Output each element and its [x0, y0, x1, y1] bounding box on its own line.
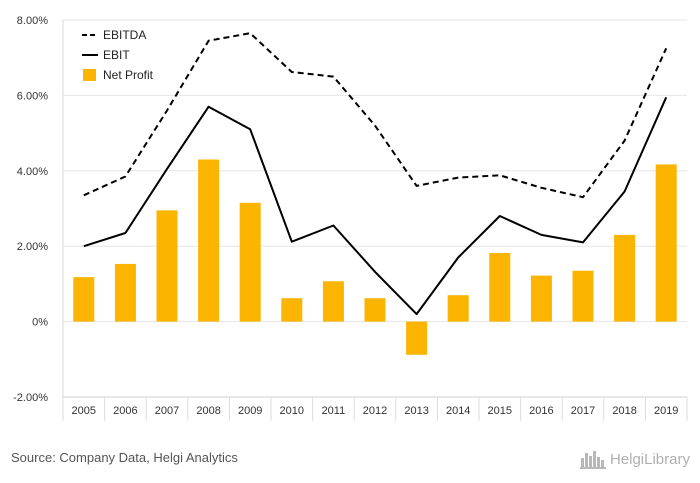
- bar-net-profit[interactable]: [114, 263, 136, 322]
- bar-net-profit[interactable]: [281, 298, 303, 322]
- y-tick-label: 6.00%: [17, 90, 48, 102]
- bar-net-profit[interactable]: [322, 281, 344, 322]
- x-tick-label: 2019: [654, 405, 678, 417]
- chart: 8.00%6.00%4.00%2.00%0%-2.00% 2005 2006 200…: [13, 15, 688, 421]
- bar-net-profit[interactable]: [572, 270, 594, 322]
- bars: [73, 159, 677, 355]
- x-tick-label: 2009: [238, 405, 262, 417]
- x-tick-label: 2011: [322, 405, 346, 417]
- x-axis: 2005 2006 2007 2008 2009 2010 2011 2012 2013 2014…: [62, 396, 688, 421]
- legend-label: Net Profit: [103, 68, 154, 82]
- x-tick-label: 2015: [488, 405, 512, 417]
- legend-label: EBITDA: [103, 28, 146, 42]
- y-tick-label: 0%: [32, 317, 48, 329]
- x-tick-label: 2016: [529, 405, 553, 417]
- lines: [83, 32, 668, 316]
- legend-label: EBIT: [103, 48, 130, 62]
- x-tick-label: 2008: [196, 405, 220, 417]
- y-tick-label: 8.00%: [17, 15, 48, 27]
- x-tick-label: 2006: [113, 405, 137, 417]
- bar-net-profit[interactable]: [73, 277, 95, 322]
- logo-text: HelgiLibrary: [609, 450, 690, 468]
- grid: [63, 19, 687, 398]
- bar-net-profit[interactable]: [198, 159, 220, 322]
- footer: Source: Company Data, Helgi Analytics He…: [0, 440, 700, 483]
- bar-net-profit[interactable]: [655, 164, 677, 322]
- series-line-ebitda[interactable]: [83, 32, 668, 199]
- legend-swatch: [83, 69, 96, 81]
- bar-net-profit[interactable]: [489, 252, 511, 322]
- series-line-ebit[interactable]: [83, 96, 668, 316]
- city-skyline-icon: [579, 451, 606, 469]
- legend-item-ebit[interactable]: EBIT: [82, 48, 130, 62]
- x-tick-label: 2017: [571, 405, 595, 417]
- y-tick-label: -2.00%: [13, 392, 48, 404]
- x-tick-label: 2014: [446, 405, 470, 417]
- x-tick-label: 2012: [363, 405, 387, 417]
- bar-net-profit[interactable]: [406, 321, 428, 355]
- legend-item-ebitda[interactable]: EBITDA: [82, 28, 146, 42]
- bar-net-profit[interactable]: [364, 298, 386, 322]
- helgi-library-logo[interactable]: HelgiLibrary: [579, 444, 690, 474]
- legend: EBITDA EBIT Net Profit: [82, 28, 154, 82]
- x-tick-label: 2013: [404, 405, 428, 417]
- legend-item-net-profit[interactable]: Net Profit: [83, 68, 154, 82]
- bar-net-profit[interactable]: [530, 275, 552, 322]
- bar-net-profit[interactable]: [239, 202, 261, 322]
- bar-net-profit[interactable]: [447, 295, 469, 322]
- y-tick-label: 4.00%: [17, 166, 48, 178]
- bar-net-profit[interactable]: [156, 210, 178, 322]
- x-tick-label: 2010: [280, 405, 304, 417]
- x-tick-label: 2018: [612, 405, 636, 417]
- y-axis: 8.00% 6.00% 4.00% 2.00% 0% -2.00%: [13, 15, 64, 404]
- x-tick-label: 2005: [72, 405, 96, 417]
- source-note: Source: Company Data, Helgi Analytics: [11, 450, 238, 465]
- y-tick-label: 2.00%: [17, 241, 48, 253]
- bar-net-profit[interactable]: [614, 234, 636, 322]
- x-tick-label: 2007: [155, 405, 179, 417]
